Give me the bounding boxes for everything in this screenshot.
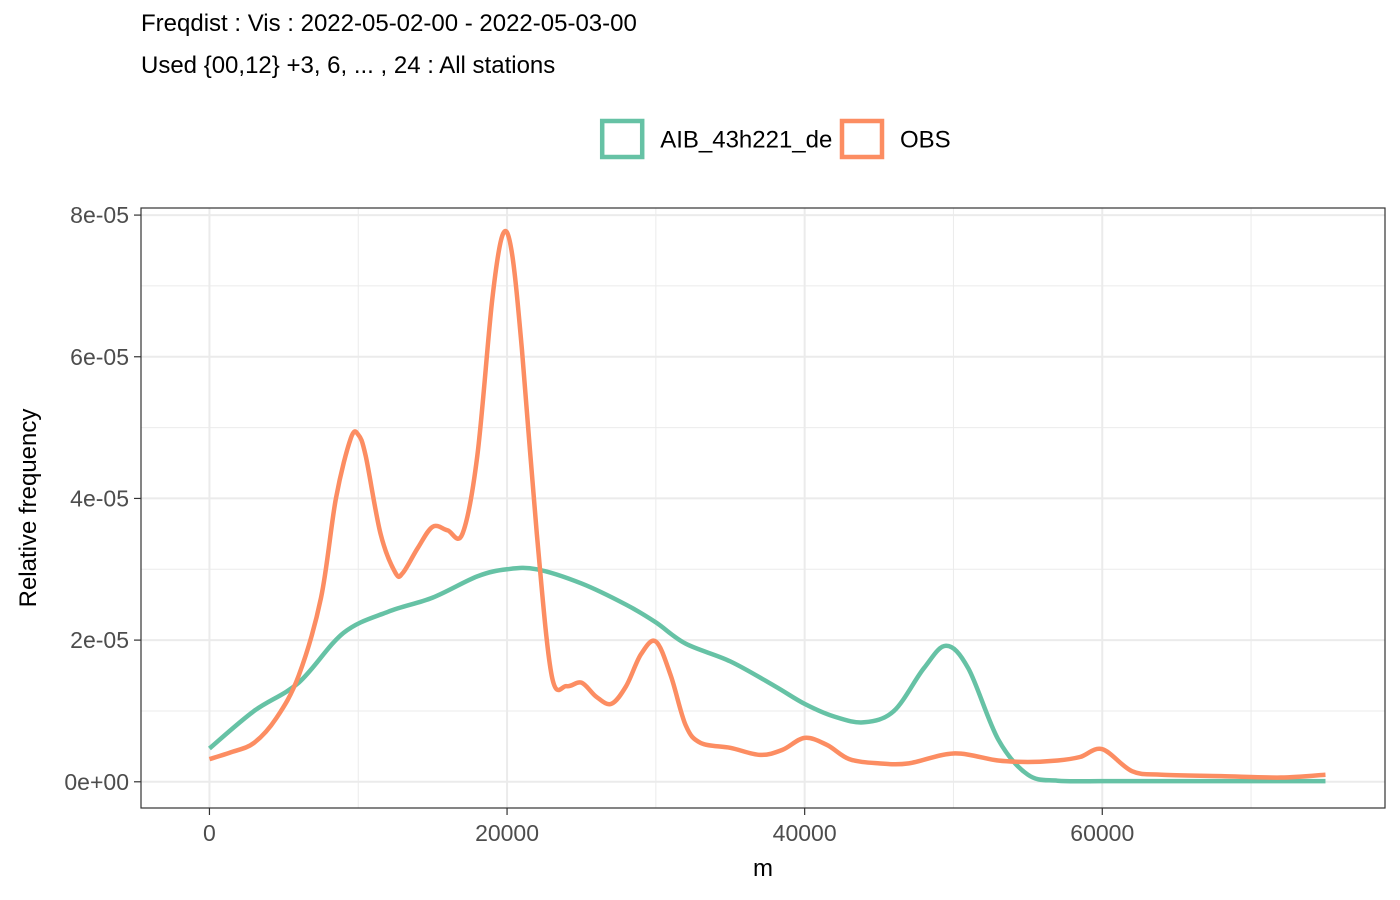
y-tick-label: 4e-05	[70, 485, 129, 511]
legend-key-aib-43h221-de	[599, 118, 645, 160]
series-line-aib-43h221-de	[208, 565, 1326, 784]
legend: AIB_43h221_de OBS	[599, 118, 951, 160]
y-tick-label: 2e-05	[70, 627, 129, 653]
series-line-obs	[208, 228, 1326, 780]
grid-minor	[141, 208, 1385, 808]
y-axis-title: Relative frequency	[15, 409, 42, 608]
axis-tick-labels: 0 20000 40000 60000 0e+00 2e-05 4e-05 6e-05 8e-0…	[64, 202, 1134, 846]
legend-label-aib-43h221-de: AIB_43h221_de	[660, 126, 832, 153]
axis-ticks	[134, 214, 1103, 815]
panel-border	[140, 207, 1386, 809]
y-tick-label: 0e+00	[64, 769, 129, 795]
series-lines	[208, 228, 1326, 784]
legend-key-obs	[839, 118, 885, 160]
grid-major	[141, 208, 1385, 808]
legend-label-obs: OBS	[900, 126, 951, 153]
x-tick-label: 40000	[773, 820, 837, 846]
chart-subtitle: Used {00,12} +3, 6, ... , 24 : All stati…	[141, 52, 556, 79]
x-tick-label: 60000	[1070, 820, 1134, 846]
chart-title: Freqdist : Vis : 2022-05-02-00 - 2022-05…	[141, 10, 637, 37]
y-tick-label: 6e-05	[70, 344, 129, 370]
x-axis-title: m	[753, 855, 773, 882]
x-tick-label: 0	[203, 820, 216, 846]
x-tick-label: 20000	[475, 820, 539, 846]
y-tick-label: 8e-05	[70, 202, 129, 228]
